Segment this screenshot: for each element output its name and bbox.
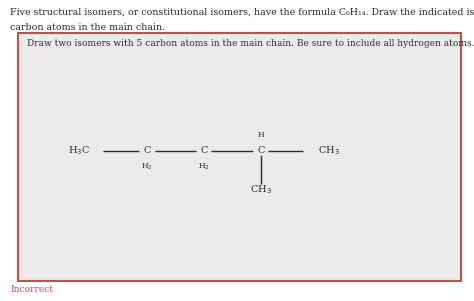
- Text: Incorrect: Incorrect: [10, 285, 54, 294]
- Text: H$_2$: H$_2$: [141, 162, 153, 172]
- Text: H: H: [257, 131, 264, 139]
- Text: carbon atoms in the main chain.: carbon atoms in the main chain.: [10, 23, 165, 32]
- Text: Five structural isomers, or constitutional isomers, have the formula C₆H₁₄. Draw: Five structural isomers, or constitution…: [10, 8, 474, 17]
- Text: H$_2$: H$_2$: [198, 162, 210, 172]
- Text: CH$_3$: CH$_3$: [250, 183, 272, 196]
- Text: C: C: [257, 146, 264, 155]
- FancyBboxPatch shape: [18, 33, 461, 281]
- Text: C: C: [200, 146, 208, 155]
- Text: Draw two isomers with 5 carbon atoms in the main chain. Be sure to include all h: Draw two isomers with 5 carbon atoms in …: [27, 39, 474, 48]
- Text: H$_3$C: H$_3$C: [68, 144, 90, 157]
- Text: C: C: [143, 146, 151, 155]
- Text: CH$_3$: CH$_3$: [318, 144, 339, 157]
